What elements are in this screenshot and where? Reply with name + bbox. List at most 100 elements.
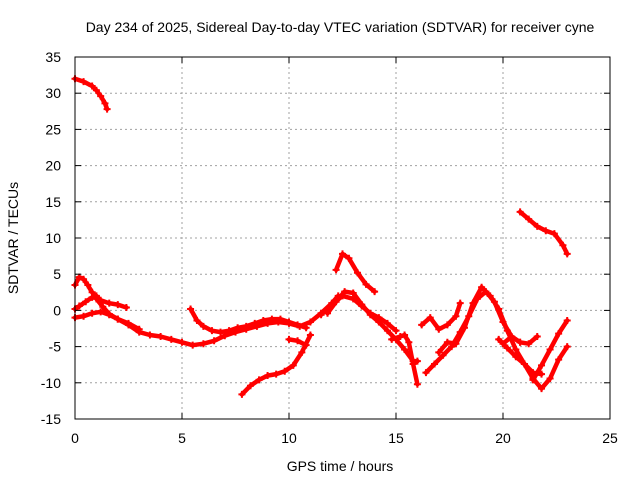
series-trace [333, 251, 377, 294]
series-arc-g [285, 335, 310, 349]
data-point [210, 337, 218, 345]
data-point [563, 343, 571, 351]
data-point [512, 353, 520, 361]
data-point [88, 309, 96, 317]
x-axis-label: GPS time / hours [287, 458, 394, 474]
x-tick-label: 0 [71, 430, 79, 446]
data-point [339, 250, 346, 258]
data-point [563, 250, 571, 258]
data-point [268, 315, 276, 323]
series-trace [325, 289, 420, 364]
data-point [135, 328, 143, 336]
data-point [281, 367, 289, 375]
data-point [157, 332, 165, 340]
data-point [105, 311, 113, 319]
data-point [82, 298, 90, 306]
data-point [503, 344, 511, 352]
data-point [375, 318, 383, 326]
y-tick-label: 0 [53, 302, 61, 318]
y-tick-label: -5 [49, 339, 62, 355]
data-point [435, 325, 443, 333]
data-layer [71, 75, 571, 398]
data-point [298, 348, 306, 356]
data-point [122, 304, 130, 312]
data-point [512, 345, 520, 353]
series-arc-i [332, 250, 379, 296]
data-point [84, 281, 92, 289]
data-point [550, 230, 558, 238]
data-point [516, 338, 524, 346]
data-point [294, 337, 302, 345]
data-point [199, 322, 207, 330]
y-axis-label: SDTVAR / TECUs [5, 182, 21, 294]
data-point [294, 321, 302, 329]
data-point [285, 335, 293, 343]
data-point [189, 341, 197, 349]
series-arc-q [529, 317, 571, 384]
data-point [225, 327, 233, 335]
data-point [538, 370, 546, 378]
data-point [114, 301, 122, 309]
data-point [503, 327, 511, 335]
data-point [538, 385, 546, 393]
data-point [80, 78, 88, 86]
data-point [178, 338, 186, 346]
data-point [187, 305, 195, 313]
data-point [272, 370, 280, 378]
data-point [456, 299, 464, 307]
series-arc-o [495, 335, 546, 378]
data-point [285, 318, 293, 326]
data-point [317, 311, 325, 319]
data-point [167, 335, 175, 343]
data-point [251, 319, 259, 327]
data-point [92, 292, 100, 300]
data-point [324, 309, 332, 317]
data-point [125, 321, 132, 329]
data-point [332, 298, 340, 306]
series-arc-f [238, 331, 314, 398]
data-point [431, 360, 439, 368]
data-point [563, 317, 571, 325]
data-point [289, 361, 297, 369]
data-point [533, 222, 541, 230]
series-trace [436, 284, 570, 391]
data-point [495, 335, 503, 343]
data-point [542, 227, 550, 235]
chart-title: Day 234 of 2025, Sidereal Day-to-day VTE… [86, 19, 595, 35]
data-point [80, 275, 88, 283]
data-point [217, 328, 225, 336]
data-point [75, 273, 83, 281]
data-point [75, 302, 83, 310]
series-arc-l [418, 299, 464, 333]
data-point [246, 382, 254, 390]
data-point [371, 288, 379, 296]
data-point [439, 351, 447, 359]
data-point [401, 345, 409, 353]
data-point [276, 315, 284, 323]
data-point [486, 292, 494, 300]
series-trace [72, 76, 110, 112]
y-tick-label: 15 [45, 194, 61, 210]
data-point [341, 288, 349, 296]
data-point [366, 311, 374, 319]
data-point [405, 338, 413, 346]
data-point [97, 92, 105, 100]
data-point [383, 319, 391, 327]
data-point [345, 254, 353, 262]
data-point [255, 376, 263, 384]
data-point [388, 335, 396, 343]
data-point [546, 345, 554, 353]
data-point [101, 99, 109, 107]
data-point [105, 299, 113, 307]
series-arc-k [388, 331, 421, 388]
data-point [103, 105, 111, 113]
data-point [88, 293, 96, 301]
data-point [99, 303, 107, 311]
data-point [538, 361, 546, 369]
data-point [469, 299, 477, 307]
series-arc-a [71, 75, 111, 113]
data-point [353, 269, 361, 277]
data-point [199, 340, 207, 348]
data-point [302, 324, 310, 332]
